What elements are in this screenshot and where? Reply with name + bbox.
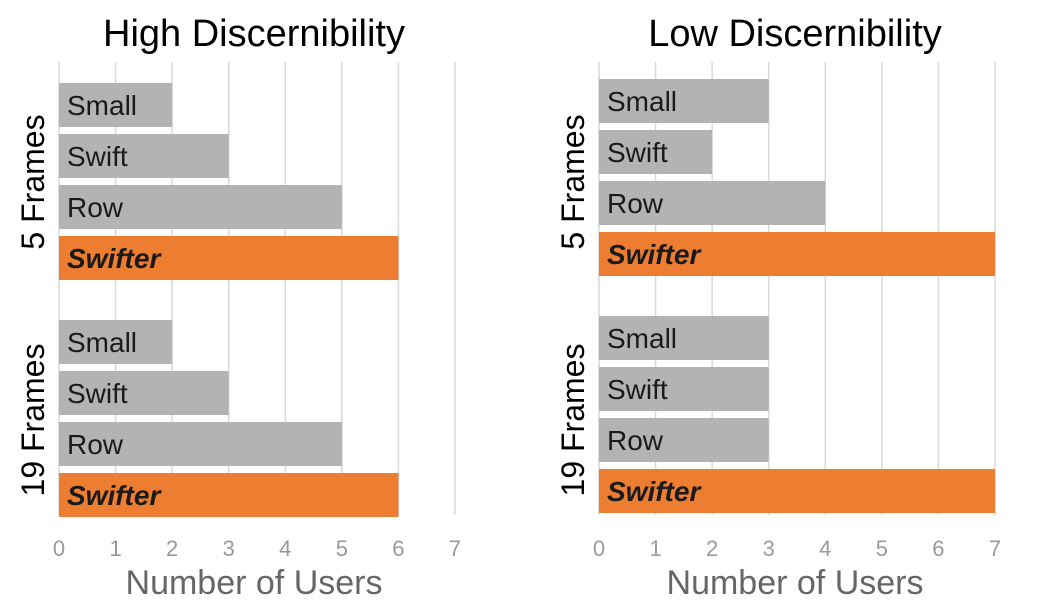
tick-label: 3 xyxy=(223,536,235,561)
bar xyxy=(599,367,769,411)
bar-label: Swift xyxy=(607,137,668,168)
group-label: 5 Frames xyxy=(555,114,591,249)
bar xyxy=(59,371,229,415)
bar xyxy=(59,83,173,127)
bar xyxy=(599,232,995,276)
bar xyxy=(59,473,399,517)
bar xyxy=(59,185,342,229)
bar xyxy=(599,316,769,360)
bar xyxy=(599,181,826,225)
bar-label: Small xyxy=(607,323,677,354)
bar xyxy=(599,469,995,513)
bar-label: Small xyxy=(67,90,137,121)
tick-label: 1 xyxy=(109,536,121,561)
bar xyxy=(599,418,769,462)
bar-label: Swift xyxy=(67,378,128,409)
tick-label: 2 xyxy=(706,536,718,561)
bar xyxy=(59,320,173,364)
tick-label: 7 xyxy=(449,536,461,561)
bar xyxy=(59,236,399,280)
tick-label: 0 xyxy=(53,536,65,561)
tick-label: 5 xyxy=(336,536,348,561)
tick-label: 4 xyxy=(279,536,291,561)
bar xyxy=(599,130,713,174)
tick-label: 1 xyxy=(649,536,661,561)
bar-label: Small xyxy=(607,86,677,117)
bar xyxy=(59,134,229,178)
bar xyxy=(59,422,342,466)
bar-label: Swifter xyxy=(607,239,702,270)
x-axis-label: Number of Users xyxy=(126,564,383,602)
tick-label: 6 xyxy=(932,536,944,561)
bar-label: Row xyxy=(67,429,124,460)
bar-label: Swifter xyxy=(67,243,162,274)
x-axis-label: Number of Users xyxy=(667,564,924,602)
bar-label: Small xyxy=(67,327,137,358)
group-label: 19 Frames xyxy=(15,344,51,497)
bar-label: Row xyxy=(67,192,124,223)
tick-label: 5 xyxy=(876,536,888,561)
bar-label: Swifter xyxy=(67,480,162,511)
tick-label: 2 xyxy=(166,536,178,561)
tick-label: 4 xyxy=(819,536,831,561)
bar-label: Swift xyxy=(607,374,668,405)
tick-label: 7 xyxy=(989,536,1001,561)
bar-label: Row xyxy=(607,425,664,456)
group-label: 5 Frames xyxy=(15,114,51,249)
bar-label: Row xyxy=(607,188,664,219)
bar-label: Swifter xyxy=(607,476,702,507)
tick-label: 3 xyxy=(763,536,775,561)
group-label: 19 Frames xyxy=(555,344,591,497)
chart-title: High Discernibility xyxy=(103,13,405,55)
bar xyxy=(599,79,769,123)
bar-label: Swift xyxy=(67,141,128,172)
chart-title: Low Discernibility xyxy=(648,13,942,55)
tick-label: 6 xyxy=(392,536,404,561)
tick-label: 0 xyxy=(593,536,605,561)
